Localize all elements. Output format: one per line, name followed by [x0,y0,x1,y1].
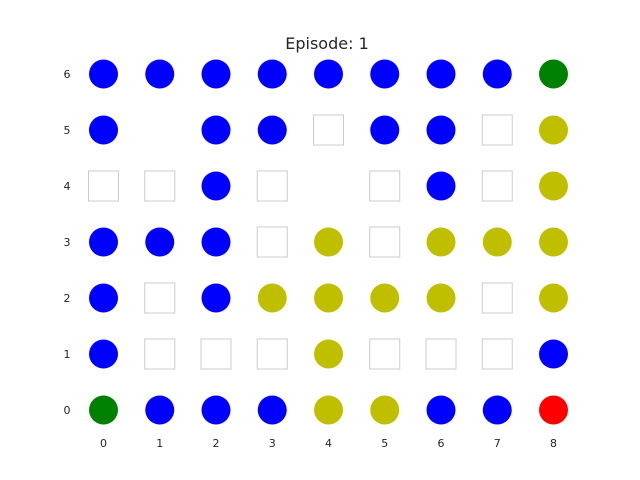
blue-piece-2-2 [201,283,231,313]
empty-cell-2-1 [200,338,232,370]
empty-cell-4-5 [313,114,344,146]
y-tick-label: 1 [64,348,71,361]
y-tick-label: 5 [64,124,71,137]
yellow-piece-3-2 [257,283,287,313]
blue-piece-0-5 [89,115,118,145]
green-piece-8-6 [539,59,568,89]
empty-cell-7-2 [481,282,513,314]
x-tick-label: 8 [550,437,557,450]
blue-piece-0-6 [89,59,118,89]
yellow-piece-4-1 [314,339,343,369]
episode-title: Episode: 1 [285,34,369,53]
blue-piece-5-5 [370,115,400,145]
x-tick-label: 4 [325,437,332,450]
blue-piece-2-3 [201,227,231,257]
yellow-piece-4-0 [314,395,343,425]
blue-piece-2-0 [201,395,231,425]
empty-cell-3-4 [256,170,288,202]
y-tick-label: 4 [64,180,71,193]
x-tick-label: 6 [438,437,445,450]
empty-cell-6-1 [425,338,457,370]
yellow-piece-6-3 [426,227,456,257]
blue-piece-7-0 [482,395,512,425]
red-piece-8-0 [539,395,568,425]
x-tick-label: 7 [494,437,501,450]
blue-piece-6-5 [426,115,456,145]
empty-cell-7-1 [481,338,513,370]
empty-cell-1-4 [144,170,176,202]
blue-piece-6-4 [426,171,456,201]
yellow-piece-8-3 [539,227,568,257]
empty-cell-7-5 [481,114,513,146]
y-tick-label: 2 [64,292,71,305]
yellow-piece-5-2 [370,283,400,313]
blue-piece-3-6 [257,59,287,89]
yellow-piece-8-4 [539,171,568,201]
empty-cell-1-2 [144,282,176,314]
empty-cell-3-3 [256,226,288,258]
yellow-piece-7-3 [482,227,512,257]
blue-piece-2-5 [201,115,231,145]
empty-cell-5-4 [369,170,401,202]
empty-cell-0-4 [88,170,119,202]
yellow-piece-8-2 [539,283,568,313]
empty-cell-3-1 [256,338,288,370]
blue-piece-2-4 [201,171,231,201]
yellow-piece-6-2 [426,283,456,313]
empty-cell-5-3 [369,226,401,258]
blue-piece-6-6 [426,59,456,89]
blue-piece-1-0 [145,395,175,425]
y-tick-label: 3 [64,236,71,249]
yellow-piece-8-5 [539,115,568,145]
yellow-piece-5-0 [370,395,400,425]
grid-cells [88,59,568,425]
blue-piece-3-5 [257,115,287,145]
blue-piece-1-3 [145,227,175,257]
empty-cell-7-4 [481,170,513,202]
x-tick-label: 5 [381,437,388,450]
green-piece-0-0 [89,395,118,425]
x-axis-ticks: 0 1 2 3 4 5 6 7 8 [100,437,557,450]
x-tick-label: 1 [156,437,163,450]
blue-piece-7-6 [482,59,512,89]
blue-piece-1-6 [145,59,175,89]
yellow-piece-4-2 [314,283,343,313]
empty-cell-5-1 [369,338,401,370]
y-axis-ticks: 0 1 2 3 4 5 6 [64,68,71,417]
blue-piece-2-6 [201,59,231,89]
yellow-piece-4-3 [314,227,343,257]
x-tick-label: 0 [100,437,107,450]
blue-piece-0-3 [89,227,118,257]
blue-piece-4-6 [314,59,343,89]
x-tick-label: 3 [269,437,276,450]
blue-piece-0-1 [89,339,118,369]
blue-piece-0-2 [89,283,118,313]
blue-piece-6-0 [426,395,456,425]
y-tick-label: 6 [64,68,71,81]
x-tick-label: 2 [213,437,220,450]
y-tick-label: 0 [64,404,71,417]
blue-piece-5-6 [370,59,400,89]
blue-piece-8-1 [539,339,568,369]
empty-cell-1-1 [144,338,176,370]
blue-piece-3-0 [257,395,287,425]
